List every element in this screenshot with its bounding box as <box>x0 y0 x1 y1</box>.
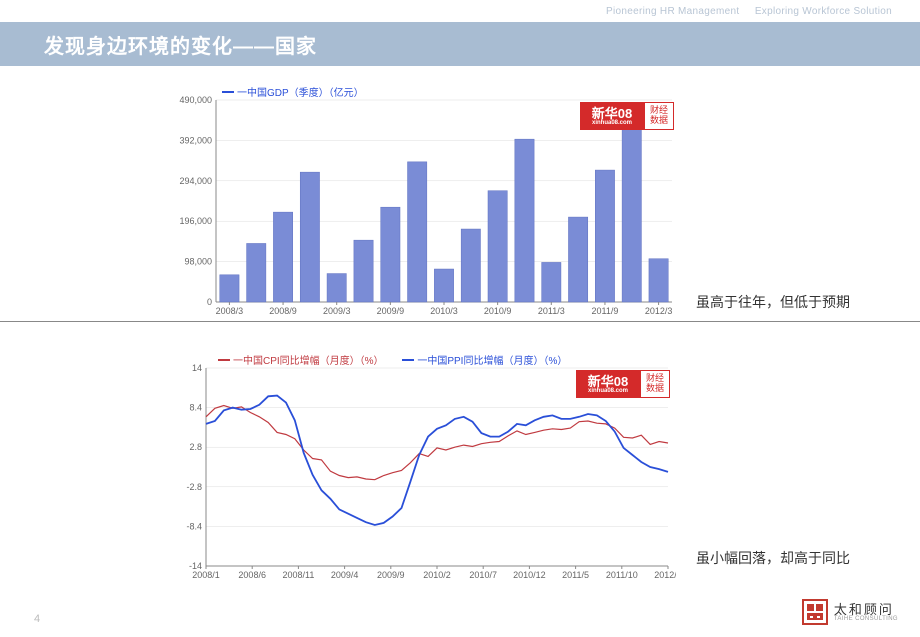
stamp-brand: 新华08 xinhua08.com <box>576 370 640 398</box>
svg-text:2008/1: 2008/1 <box>192 570 220 580</box>
cpi-ppi-line-chart: 一中国CPI同比增幅（月度）（%） 一中国PPI同比增幅（月度）（%） 新华08… <box>156 354 676 586</box>
svg-text:2009/3: 2009/3 <box>323 306 351 316</box>
svg-text:2008/6: 2008/6 <box>238 570 266 580</box>
svg-text:294,000: 294,000 <box>179 176 212 186</box>
svg-text:2010/3: 2010/3 <box>430 306 458 316</box>
svg-text:2012/3: 2012/3 <box>645 306 673 316</box>
gdp-bar-chart: 一中国GDP（季度）（亿元） 新华08 xinhua08.com 财经 数据 0… <box>160 86 680 322</box>
chart1-legend: 一中国GDP（季度）（亿元） <box>222 84 380 99</box>
chart2-legend-cpi: 一中国CPI同比增幅（月度）（%） <box>233 352 384 367</box>
svg-text:2010/2: 2010/2 <box>423 570 451 580</box>
stamp-brand: 新华08 xinhua08.com <box>580 102 644 130</box>
stamp-side: 财经 数据 <box>644 102 674 130</box>
svg-text:2009/9: 2009/9 <box>377 570 405 580</box>
xinhua-stamp-2: 新华08 xinhua08.com 财经 数据 <box>576 370 672 398</box>
svg-text:2008/3: 2008/3 <box>216 306 244 316</box>
svg-text:2009/4: 2009/4 <box>331 570 359 580</box>
svg-text:2012/3: 2012/3 <box>654 570 676 580</box>
svg-text:14: 14 <box>192 363 202 373</box>
chart2-legend: 一中国CPI同比增幅（月度）（%） 一中国PPI同比增幅（月度）（%） <box>218 352 583 367</box>
svg-text:2010/9: 2010/9 <box>484 306 512 316</box>
divider-line <box>0 321 920 322</box>
page-number: 4 <box>34 613 40 625</box>
svg-text:2011/3: 2011/3 <box>538 306 565 316</box>
svg-text:8.4: 8.4 <box>189 403 202 413</box>
svg-text:2008/9: 2008/9 <box>269 306 297 316</box>
svg-text:490,000: 490,000 <box>179 95 212 105</box>
svg-text:2010/12: 2010/12 <box>513 570 546 580</box>
svg-text:-8.4: -8.4 <box>186 521 202 531</box>
svg-text:2.8: 2.8 <box>189 442 202 452</box>
brand-logo-icon <box>802 599 828 625</box>
title-bar: 发现身边环境的变化——国家 <box>0 22 920 66</box>
svg-text:2011/9: 2011/9 <box>592 306 619 316</box>
svg-text:2010/7: 2010/7 <box>469 570 497 580</box>
svg-text:2011/5: 2011/5 <box>562 570 589 580</box>
chart2-annotation: 虽小幅回落，却高于同比 <box>696 548 850 568</box>
svg-text:-2.8: -2.8 <box>186 482 202 492</box>
svg-text:0: 0 <box>207 297 212 307</box>
svg-text:392,000: 392,000 <box>179 135 212 145</box>
page-title: 发现身边环境的变化——国家 <box>44 30 317 59</box>
brand-name-en: TAIHE CONSULTING <box>834 616 898 622</box>
chart1-annotation: 虽高于往年，但低于预期 <box>696 292 850 312</box>
stamp-side: 财经 数据 <box>640 370 670 398</box>
svg-text:2008/11: 2008/11 <box>282 570 314 580</box>
svg-text:2009/9: 2009/9 <box>377 306 405 316</box>
chart1-legend-label: 一中国GDP（季度）（亿元） <box>237 84 364 99</box>
svg-text:196,000: 196,000 <box>179 216 212 226</box>
tagline-right: Exploring Workforce Solution <box>755 6 892 17</box>
xinhua-stamp-1: 新华08 xinhua08.com 财经 数据 <box>580 102 676 130</box>
header-tagline: Pioneering HR Management Exploring Workf… <box>606 6 892 17</box>
svg-text:2011/10: 2011/10 <box>606 570 638 580</box>
svg-text:98,000: 98,000 <box>184 257 212 267</box>
brand-name-cn: 太和顾问 <box>834 603 898 616</box>
tagline-left: Pioneering HR Management <box>606 6 739 17</box>
chart2-legend-ppi: 一中国PPI同比增幅（月度）（%） <box>417 352 567 367</box>
brand-footer: 太和顾问 TAIHE CONSULTING <box>802 599 898 625</box>
